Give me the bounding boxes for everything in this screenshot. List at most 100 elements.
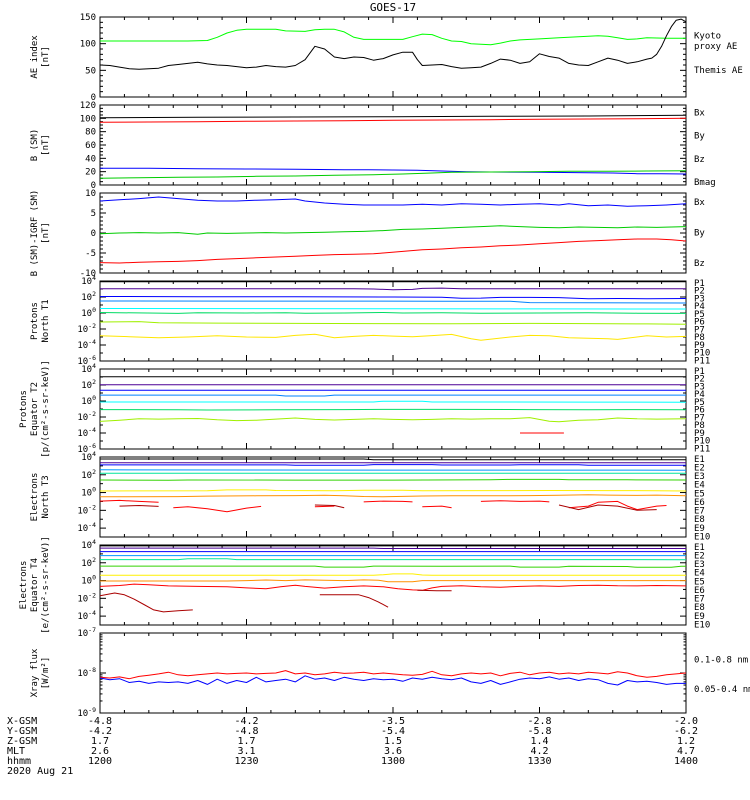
legend-label-proxy-ae: proxy AE [694,42,737,52]
footer-value: -3.5 [381,716,405,727]
y-axis-label: Equator T2 [30,382,40,436]
legend-label-e7: E7 [694,595,705,605]
series-E9 [100,583,686,591]
legend-label-themis-ae: Themis AE [694,66,743,76]
footer-value: -5.8 [527,726,551,737]
series-P5 [100,400,686,403]
legend-label-0-05-0-4-nm: 0.05-0.4 nm [694,685,750,695]
series-E6 [100,565,686,568]
footer-value: 2.6 [91,746,109,757]
series-Bmag [100,114,686,119]
legend-label-p5: P5 [694,398,705,408]
series-By [100,170,686,179]
legend-label-p4: P4 [694,302,705,312]
series-E7 [100,573,686,576]
legend-label-bx: Bx [694,198,705,208]
y-tick-label: 100 [81,394,96,407]
legend-label-p1: P1 [694,367,705,377]
y-tick-label: 104 [81,274,96,287]
footer-value: 1300 [381,756,405,767]
footer-row-label: Y-GSM [7,726,37,737]
footer-value: 1200 [88,756,112,767]
series-E9 [100,499,159,503]
y-axis-label: Electrons [19,561,29,610]
y-axis-label: [nT] [41,46,51,68]
legend-label-p11: P11 [694,356,710,366]
y-tick-label: 10-2 [77,322,96,335]
y-tick-label: -5 [85,249,96,259]
legend-label-e1: E1 [694,543,705,553]
footer-value: -6.2 [674,726,698,737]
y-tick-label: 0 [91,229,96,239]
footer-value: 1.7 [237,736,255,747]
legend-label-p2: P2 [694,287,705,297]
legend-label-e3: E3 [694,560,705,570]
legend-label-p1: P1 [694,279,705,289]
page-title: GOES-17 [370,1,416,14]
y-tick-label: 10-4 [77,426,96,439]
y-tick-label: 100 [81,574,96,587]
y-tick-label: 10-6 [77,442,96,455]
legend-label-p3: P3 [694,382,705,392]
legend-label-p9: P9 [694,429,705,439]
y-tick-label: 104 [81,362,96,375]
y-tick-label: 104 [81,538,96,551]
legend-label-e4: E4 [694,569,705,579]
series-P6 [100,408,686,411]
footer-value: -4.8 [88,716,112,727]
footer-value: -2.0 [674,716,698,727]
series-P4 [100,394,686,397]
legend-label-kyoto: Kyoto [694,32,721,42]
footer-value: -5.4 [381,726,405,737]
series-E8 [100,579,686,583]
footer-value: -2.8 [527,716,551,727]
legend-label-p10: P10 [694,349,710,359]
y-axis-label: North T3 [41,475,51,518]
series-Bx [100,196,686,207]
series-E1 [100,458,686,461]
legend-label-e2: E2 [694,463,705,473]
footer-value: 4.7 [677,746,695,757]
y-tick-label: 102 [81,556,96,569]
legend-label-bx: Bx [694,108,705,118]
legend-label-p10: P10 [694,437,710,447]
series-P7 [100,417,686,423]
legend-label-p6: P6 [694,406,705,416]
footer-row-label: Z-GSM [7,736,37,747]
y-tick-label: 80 [85,128,96,138]
y-axis-label: [nT] [41,222,51,244]
y-tick-label: 104 [81,450,96,463]
legend-label-e3: E3 [694,472,705,482]
y-tick-label: 10-2 [77,410,96,423]
legend-label-by: By [694,132,705,142]
legend-label-e10: E10 [694,532,710,542]
series-P7 [100,321,686,325]
y-axis-label: Protons [30,302,40,340]
legend-label-p7: P7 [694,325,705,335]
date-label: 2020 Aug 21 [7,766,73,777]
y-tick-label: 50 [85,66,96,76]
footer-row-label: MLT [7,746,25,757]
legend-label-e5: E5 [694,489,705,499]
legend-label-by: By [694,228,705,238]
legend-label-p9: P9 [694,341,705,351]
footer-value: -4.2 [88,726,112,737]
legend-label-e7: E7 [694,507,705,517]
series-P3 [100,296,686,300]
series-E9 [422,505,452,509]
series-E9 [314,505,335,508]
legend-label-bz: Bz [694,259,705,269]
panel-protons-equator-t2: 104 102 100 10-2 10-4 10-6 Protons Equator T2 [p… [19,360,710,458]
y-tick-label: 10-8 [77,666,96,679]
series-E5 [100,558,686,561]
series-E9 [568,500,667,511]
legend-label-p4: P4 [694,390,705,400]
y-axis-label: [e/(cm²-s-sr-keV)] [41,536,51,634]
y-axis-label: AE index [30,35,40,79]
y-axis-label: Protons [19,390,29,428]
footer-value: 3.6 [384,746,402,757]
series-E3 [100,464,686,466]
y-tick-label: 10-4 [77,338,96,351]
legend-label-e8: E8 [694,515,705,525]
